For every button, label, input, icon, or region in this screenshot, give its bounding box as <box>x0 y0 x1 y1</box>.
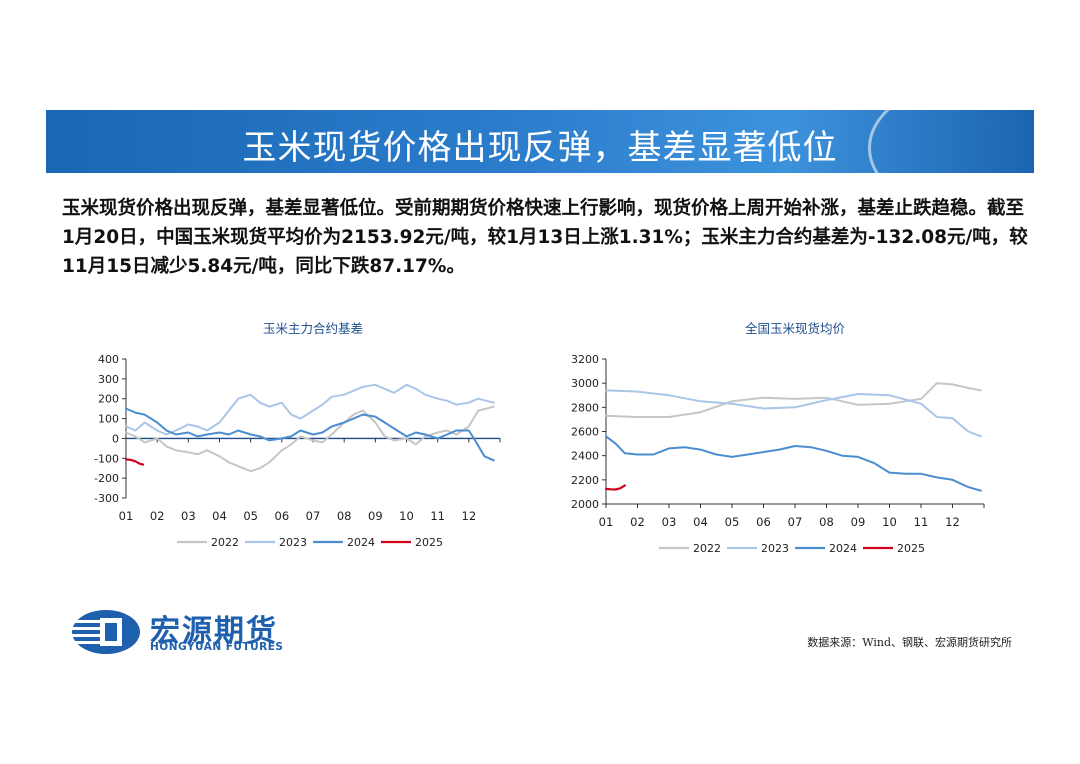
legend-label-2024: 2024 <box>347 536 375 549</box>
logo-mark-icon <box>72 610 140 654</box>
y-tick-label: 3200 <box>571 353 599 366</box>
x-tick-label: 12 <box>945 515 960 529</box>
x-tick-label: 06 <box>756 515 771 529</box>
legend-label-2022: 2022 <box>693 542 721 555</box>
logo-chinese-name: 宏源期货 <box>150 614 278 649</box>
basis-chart: 玉米主力合约基差 400 300 200 100 0 -100 -200 -300 01 02 03 0… <box>60 318 520 568</box>
legend-label-2025: 2025 <box>415 536 443 549</box>
chart-title: 全国玉米现货均价 <box>745 321 846 336</box>
y-tick-label: -200 <box>94 472 119 485</box>
x-tick-label: 02 <box>630 515 645 529</box>
x-tick-label: 09 <box>368 509 383 523</box>
y-tick-label: 0 <box>112 432 119 445</box>
logo-english-name: HONGYUAN FUTURES <box>150 641 284 653</box>
legend-label-2024: 2024 <box>829 542 857 555</box>
x-tick-label: 05 <box>725 515 740 529</box>
x-tick-label: 10 <box>882 515 897 529</box>
y-tick-label: 2200 <box>571 474 599 487</box>
y-tick-label: 2800 <box>571 401 599 414</box>
legend-label-2023: 2023 <box>761 542 789 555</box>
y-tick-label: 400 <box>98 353 119 366</box>
legend-label-2022: 2022 <box>211 536 239 549</box>
x-tick-label: 01 <box>599 515 614 529</box>
x-tick-label: 04 <box>212 509 227 523</box>
series-line-2022 <box>605 382 982 418</box>
x-tick-label: 01 <box>119 509 134 523</box>
legend-label-2025: 2025 <box>897 542 925 555</box>
company-logo: 宏源期货 HONGYUAN FUTURES <box>70 606 310 658</box>
y-tick-label: 3000 <box>571 377 599 390</box>
summary-text: 玉米现货价格出现反弹，基差显著低位。受前期期货价格快速上行影响，现货价格上周开始… <box>62 198 1028 277</box>
x-tick-label: 02 <box>150 509 165 523</box>
x-tick-label: 08 <box>337 509 352 523</box>
series-line-2024 <box>125 407 495 462</box>
x-tick-label: 10 <box>399 509 414 523</box>
data-source-note: 数据来源：Wind、钢联、宏源期货研究所 <box>807 636 1012 649</box>
x-tick-label: 08 <box>819 515 834 529</box>
title-banner: 玉米现货价格出现反弹，基差显著低位 <box>46 110 1034 173</box>
x-tick-label: 03 <box>181 509 196 523</box>
y-tick-label: 300 <box>98 373 119 386</box>
y-tick-label: 2000 <box>571 498 599 511</box>
x-tick-label: 06 <box>275 509 290 523</box>
x-tick-label: 03 <box>662 515 677 529</box>
y-tick-label: -300 <box>94 492 119 505</box>
x-tick-label: 05 <box>243 509 258 523</box>
chart-title: 玉米主力合约基差 <box>263 321 363 336</box>
x-tick-label: 11 <box>430 509 445 523</box>
series-line-2023 <box>125 383 495 436</box>
x-tick-label: 12 <box>462 509 477 523</box>
x-tick-label: 11 <box>914 515 929 529</box>
x-tick-label: 09 <box>851 515 866 529</box>
y-tick-label: 200 <box>98 393 119 406</box>
x-tick-label: 04 <box>693 515 708 529</box>
series-line-2024 <box>605 435 982 492</box>
series-line-2025 <box>604 484 627 491</box>
spot-price-chart: 全国玉米现货均价 3200 3000 2800 2600 2400 2200 2000 01 02… <box>548 318 1008 568</box>
x-tick-label: 07 <box>788 515 803 529</box>
x-tick-label: 07 <box>306 509 321 523</box>
y-tick-label: 2400 <box>571 450 599 463</box>
page-title: 玉米现货价格出现反弹，基差显著低位 <box>242 128 838 168</box>
legend-label-2023: 2023 <box>279 536 307 549</box>
y-tick-label: -100 <box>94 452 119 465</box>
series-line-2023 <box>605 389 982 438</box>
y-tick-label: 2600 <box>571 426 599 439</box>
y-tick-label: 100 <box>98 413 119 426</box>
series-line-2025 <box>124 458 145 466</box>
